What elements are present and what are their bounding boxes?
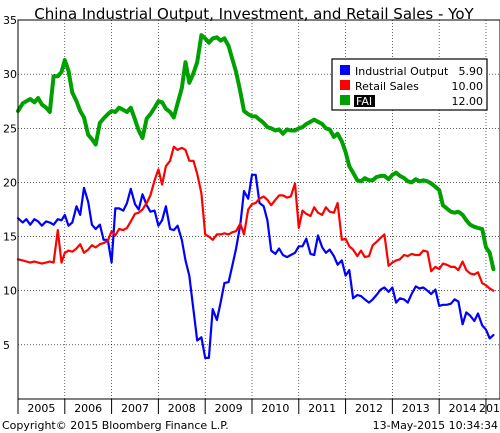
series-line-fai (16, 33, 496, 272)
legend-label-retail-sales: Retail Sales (355, 80, 419, 93)
x-tick-label-2009: 2009 (215, 402, 243, 415)
legend: Industrial Output 5.90 Retail Sales 10.0… (331, 58, 488, 111)
y-tick-label-5: 5 (3, 339, 10, 352)
x-tick-label-2014: 2014 (449, 402, 477, 415)
x-tick-label-2013: 2013 (402, 402, 430, 415)
legend-swatch-industrial-output (340, 65, 350, 75)
y-tick-label-25: 25 (3, 122, 17, 135)
series-line-industrial-output (16, 173, 495, 359)
x-tick-label-2005: 2005 (27, 402, 55, 415)
legend-value-fai: 12.00 (452, 95, 484, 108)
y-tick-label-10: 10 (3, 285, 17, 298)
legend-label-fai: FAI (356, 95, 372, 108)
legend-label-fai-highlight (354, 95, 375, 107)
x-tick-label-2006: 2006 (74, 402, 102, 415)
y-tick-label-15: 15 (3, 231, 17, 244)
y-axis: 5 10 15 20 25 30 35 (3, 14, 17, 352)
y-tick-label-30: 30 (3, 68, 17, 81)
plot-frame (17, 19, 500, 400)
x-tick-label-2012: 2012 (355, 402, 383, 415)
y-tick-label-20: 20 (3, 176, 17, 189)
legend-label-industrial-output: Industrial Output (355, 65, 449, 78)
legend-swatch-retail-sales (340, 80, 350, 90)
y-tick-label-35: 35 (3, 14, 17, 27)
chart-title: China Industrial Output, Investment, and… (34, 5, 474, 23)
footer-timestamp: 13-May-2015 10:34:34 (373, 419, 498, 432)
x-tick-label-2011: 2011 (308, 402, 336, 415)
x-tick-label-2007: 2007 (121, 402, 149, 415)
series-lines (16, 33, 496, 359)
legend-swatch-fai (340, 95, 350, 105)
gridlines (18, 19, 500, 399)
series-line-retail-sales (16, 145, 495, 292)
x-tick-label-2008: 2008 (168, 402, 196, 415)
x-axis: 2005 2006 2007 2008 2009 2010 2011 2012 2013 2014… (17, 399, 500, 415)
x-tick-label-2010: 2010 (261, 402, 289, 415)
legend-value-retail-sales: 10.00 (452, 80, 484, 93)
footer-copyright: Copyright© 2015 Bloomberg Finance L.P. (2, 419, 229, 432)
x-tick-label-2015: 2015 (479, 402, 500, 415)
legend-value-industrial-output: 5.90 (459, 65, 484, 78)
